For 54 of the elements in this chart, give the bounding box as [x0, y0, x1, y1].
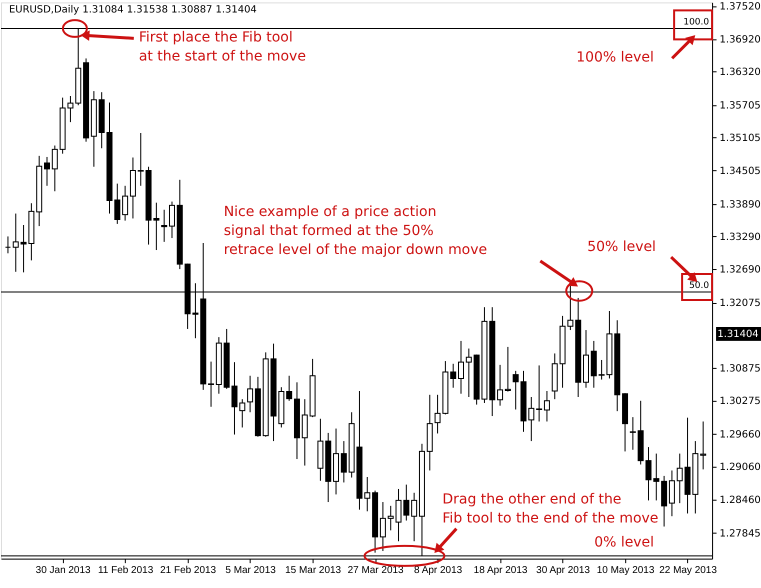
candlestick — [168, 201, 175, 239]
x-tick-label: 15 Mar 2013 — [285, 565, 342, 576]
candlestick — [458, 340, 464, 394]
candlestick — [504, 346, 511, 392]
candlestick — [44, 156, 50, 186]
candlestick — [247, 375, 254, 413]
candlestick — [231, 362, 238, 436]
annotation: 50% level — [587, 239, 656, 256]
x-tick-label: 21 Feb 2013 — [160, 565, 217, 576]
y-tick-label: 1.32690 — [720, 264, 761, 276]
candlestick — [4, 236, 11, 254]
annotation: 100% level — [576, 49, 654, 66]
candlestick — [645, 446, 652, 501]
y-tick-label: 1.30875 — [720, 363, 761, 374]
candlestick — [153, 202, 160, 251]
x-tick-label: 10 May 2013 — [596, 565, 655, 576]
x-tick-label: 18 Apr 2013 — [474, 565, 528, 576]
y-tick-label: 1.33290 — [720, 232, 761, 243]
candlestick — [512, 370, 519, 410]
x-tick-label: 27 Mar 2013 — [348, 565, 404, 576]
annotation: Nice example of a price action signal that formed at the 50% retrace level of the major down move — [224, 204, 488, 258]
candlestick — [161, 209, 168, 242]
chart-title: EURUSD,Daily 1.31084 1.31538 1.30887 1.31404 — [8, 4, 257, 16]
y-tick-label: 1.36320 — [720, 66, 761, 78]
x-tick-label: 11 Feb 2013 — [98, 565, 154, 576]
y-tick-label: 1.32075 — [720, 298, 761, 310]
x-tick-label: 30 Apr 2013 — [536, 565, 590, 576]
y-tick-label: 1.29060 — [720, 462, 761, 474]
y-tick-label: 1.29660 — [720, 429, 761, 440]
annotation: 0% level — [594, 534, 654, 551]
text: 1.31404 — [717, 328, 759, 340]
x-tick-label: 8 Apr 2013 — [414, 565, 463, 576]
y-tick-label: 1.35105 — [720, 133, 761, 144]
candlestick — [67, 95, 74, 123]
y-tick-label: 1.34505 — [720, 166, 761, 177]
y-tick-label: 1.35705 — [720, 100, 761, 112]
candlestick — [239, 398, 246, 428]
y-tick-label: 1.27845 — [720, 528, 761, 540]
y-tick-label: 1.28460 — [720, 494, 761, 506]
candlestick — [544, 390, 550, 422]
candlestick — [396, 488, 402, 542]
x-tick-label: 22 May 2013 — [659, 565, 718, 576]
annotation: 50.0 — [689, 280, 710, 291]
x-tick-label: 5 Mar 2013 — [225, 565, 276, 576]
y-tick-label: 1.36920 — [720, 34, 761, 46]
annotation: First place the Fib tool at the start of the move — [138, 29, 306, 64]
y-tick-label: 1.30275 — [720, 396, 761, 408]
y-tick-label: 1.37520 — [720, 2, 761, 13]
candlestick — [208, 361, 214, 408]
annotation: 100.0 — [683, 18, 710, 28]
x-tick-label: 30 Jan 2013 — [36, 565, 92, 576]
annotation: Drag the other end of the Fib tool to the end of the move — [442, 492, 658, 527]
candlestick — [434, 394, 441, 434]
y-tick-label: 1.33890 — [720, 199, 761, 210]
